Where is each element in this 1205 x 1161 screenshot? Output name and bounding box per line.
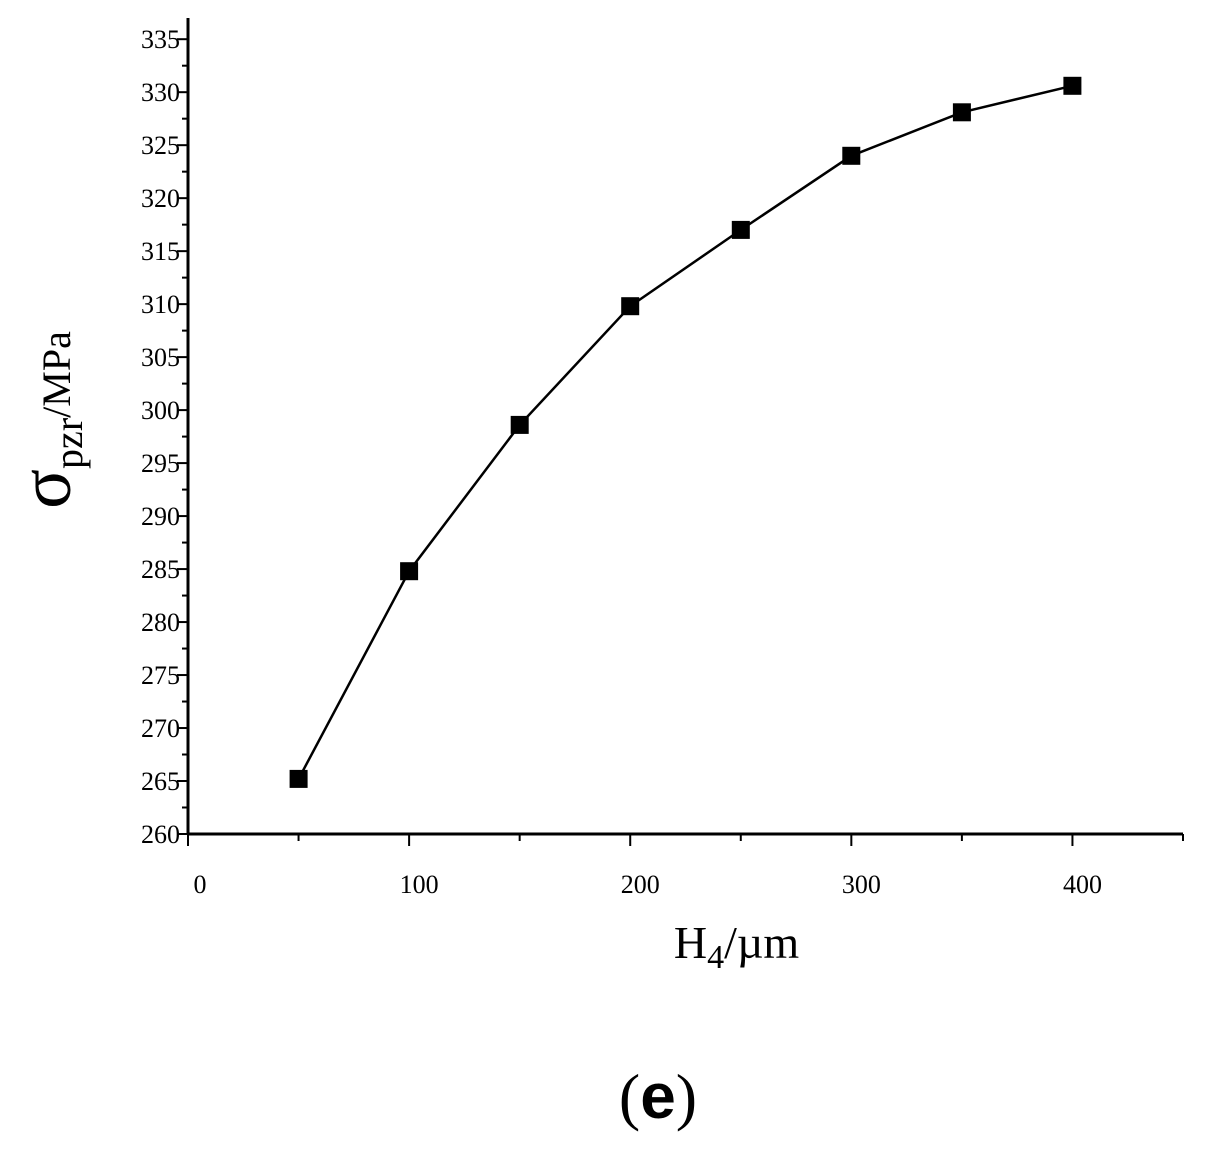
- y-label-unit: /MPa: [34, 331, 79, 418]
- y-tick-label: 315: [141, 237, 180, 266]
- y-tick-label: 305: [141, 343, 180, 372]
- x-tick-label: 200: [621, 870, 660, 899]
- x-tick-label: 100: [400, 870, 439, 899]
- y-tick-label: 290: [141, 502, 180, 531]
- data-point: [510, 415, 529, 434]
- axes: 260 265 270 275 280 285 290 295 300 305 310 315 320 3…: [141, 18, 1184, 899]
- y-tick-label: 270: [141, 714, 180, 743]
- y-label-main: σ: [5, 469, 87, 509]
- data-point: [952, 103, 971, 122]
- y-tick-label: 280: [141, 608, 180, 637]
- y-tick-label: 265: [141, 767, 180, 796]
- x-ticks: 0 100 200 300 400: [187, 834, 1184, 899]
- x-label-unit: /µm: [724, 917, 799, 968]
- data-point: [400, 562, 419, 581]
- x-label-sub: 4: [707, 939, 724, 976]
- y-tick-label: 325: [141, 131, 180, 160]
- y-axis-label: σpzr/MPa: [5, 331, 91, 509]
- y-tick-label: 275: [141, 661, 180, 690]
- data-point: [842, 146, 861, 165]
- panel-label-close: ): [676, 1061, 697, 1132]
- series-line: [297, 84, 1073, 780]
- x-tick-label: 0: [194, 870, 207, 899]
- y-tick-label: 330: [141, 78, 180, 107]
- y-tick-label: 335: [141, 25, 180, 54]
- y-tick-label: 295: [141, 449, 180, 478]
- panel-label: (e): [619, 1060, 697, 1132]
- panel-label-letter: e: [640, 1060, 676, 1132]
- y-tick-label: 300: [141, 396, 180, 425]
- data-point: [621, 297, 640, 316]
- y-label-sub: pzr: [46, 418, 91, 469]
- panel-label-open: (: [619, 1061, 640, 1132]
- y-ticks: 260 265 270 275 280 285 290 295 300 305 310 315 320 3…: [141, 25, 188, 849]
- plot-area: [289, 76, 1082, 788]
- y-tick-label: 260: [141, 820, 180, 849]
- y-tick-label: 310: [141, 290, 180, 319]
- x-label-main: H: [674, 917, 707, 968]
- y-tick-label: 285: [141, 555, 180, 584]
- data-point: [289, 769, 308, 788]
- x-tick-label: 400: [1063, 870, 1102, 899]
- x-tick-label: 300: [842, 870, 881, 899]
- data-point: [731, 220, 750, 239]
- y-tick-label: 320: [141, 184, 180, 213]
- data-point: [1063, 76, 1082, 95]
- x-axis-label: H4/µm: [674, 917, 800, 976]
